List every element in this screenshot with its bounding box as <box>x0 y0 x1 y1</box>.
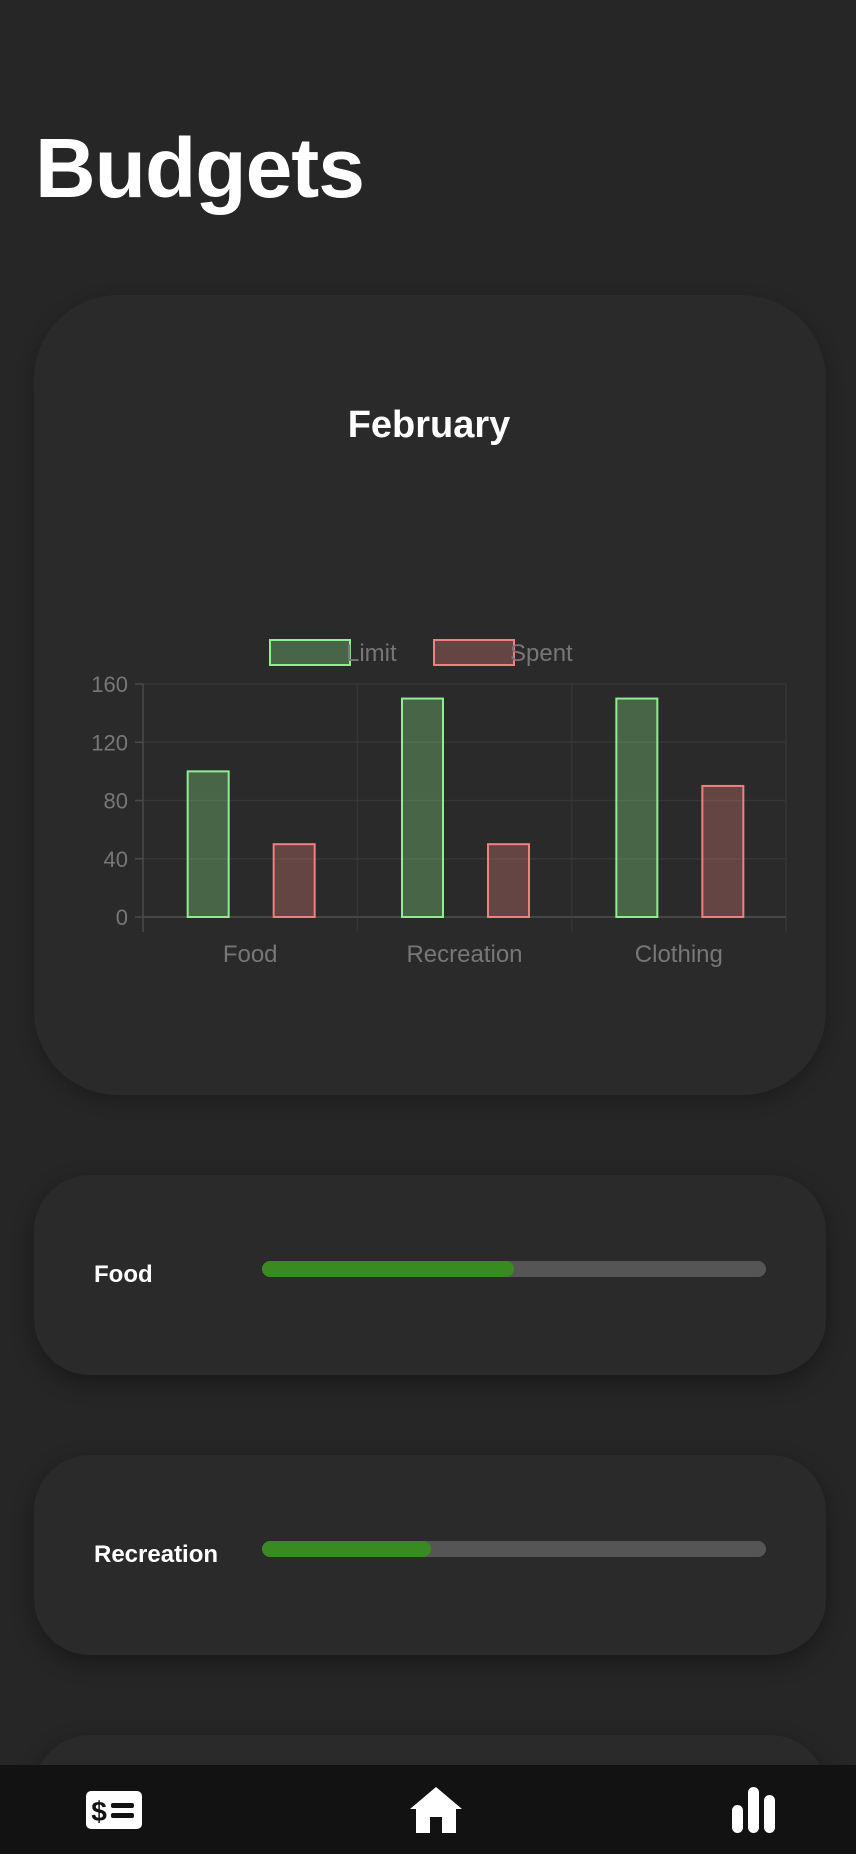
legend-item-spent[interactable]: Spent <box>433 639 573 667</box>
budget-chart-card: February 0 40 80 120 160 Food Recreation Cloth… <box>34 295 826 1095</box>
legend-label: Spent <box>510 640 573 667</box>
legend-swatch <box>269 639 351 666</box>
legend-label: Limit <box>346 640 397 667</box>
nav-home-button[interactable] <box>384 1765 488 1854</box>
budget-card-recreation[interactable]: Recreation <box>34 1455 826 1655</box>
bar-limit-food[interactable] <box>186 770 230 918</box>
budget-progress-bar <box>262 1261 766 1277</box>
page-title: Budgets <box>35 121 365 215</box>
bar-limit-recreation[interactable] <box>401 697 444 918</box>
y-tick-label: 40 <box>104 847 128 872</box>
budget-label: Food <box>94 1261 153 1288</box>
y-tick-label: 80 <box>104 789 128 814</box>
transactions-icon: $ <box>86 1790 142 1829</box>
nav-transactions-button[interactable]: $ <box>60 1765 168 1854</box>
budget-label: Recreation <box>94 1541 219 1568</box>
budget-card-food[interactable]: Food <box>34 1175 826 1375</box>
legend-swatch <box>433 639 515 666</box>
chart-grid <box>142 683 787 932</box>
chart-bars <box>186 697 745 918</box>
x-axis-ticks: Food Recreation Clothing <box>223 941 723 968</box>
y-axis-ticks: 0 40 80 120 160 <box>91 672 143 930</box>
legend-item-limit[interactable]: Limit <box>269 639 397 667</box>
x-tick-label: Clothing <box>635 941 723 968</box>
y-tick-label: 0 <box>116 905 128 930</box>
bar-spent-clothing[interactable] <box>701 784 745 918</box>
bar-spent-food[interactable] <box>272 843 316 918</box>
y-tick-label: 120 <box>91 730 128 755</box>
bottom-nav: $ <box>0 1765 856 1854</box>
svg-text:$: $ <box>91 1796 107 1827</box>
chart-title: February <box>348 404 511 446</box>
nav-stats-button[interactable] <box>712 1765 796 1854</box>
bar-limit-clothing[interactable] <box>615 697 659 918</box>
budget-chart: February 0 40 80 120 160 Food Recreation Cloth… <box>91 404 787 968</box>
budget-progress-fill <box>262 1541 431 1557</box>
chart-legend[interactable]: Limit Spent <box>269 639 573 667</box>
budget-progress-bar <box>262 1541 766 1557</box>
home-icon <box>410 1786 462 1833</box>
x-tick-label: Food <box>223 941 278 968</box>
y-tick-label: 160 <box>91 672 128 697</box>
bar-spent-recreation[interactable] <box>487 843 530 918</box>
budget-progress-fill <box>262 1261 514 1277</box>
stats-icon <box>732 1786 775 1833</box>
x-tick-label: Recreation <box>406 941 522 968</box>
